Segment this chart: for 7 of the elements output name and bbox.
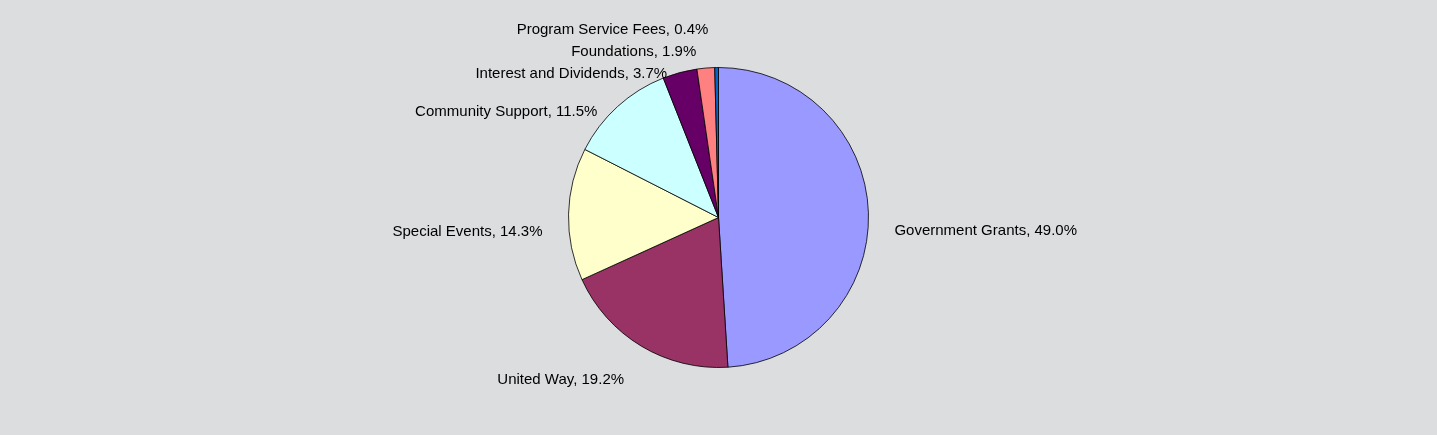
slice-label: Special Events, 14.3% <box>392 222 543 240</box>
slice-label: Interest and Dividends, 3.7% <box>475 63 668 81</box>
slice-label: Foundations, 1.9% <box>571 41 697 59</box>
slice-label: Program Service Fees, 0.4% <box>516 19 709 37</box>
slice-label: Community Support, 11.5% <box>415 101 598 119</box>
slice-label: Government Grants, 49.0% <box>894 220 1078 238</box>
slice-label: United Way, 19.2% <box>497 370 625 388</box>
